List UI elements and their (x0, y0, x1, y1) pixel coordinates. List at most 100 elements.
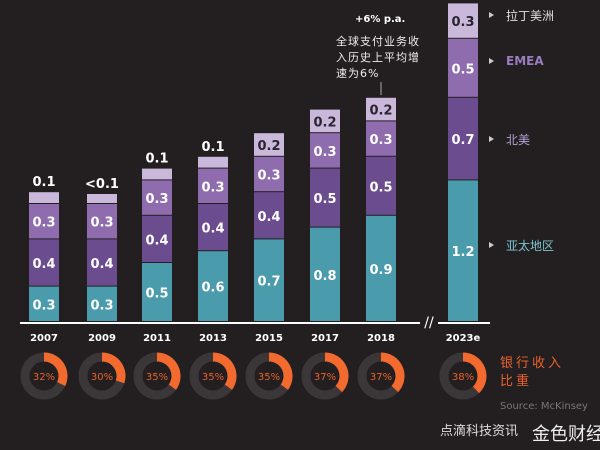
bar-value-label: 0.3 (32, 216, 55, 231)
bar-value-label: 0.4 (201, 222, 224, 237)
donut-value-label: 35% (202, 372, 224, 383)
bar-segment (142, 180, 172, 215)
donut-fill (462, 352, 487, 394)
bar-value-label: 0.1 (32, 175, 55, 190)
bar-segment (29, 286, 59, 321)
bar-segment (254, 133, 284, 156)
x-tick-label: 2018 (367, 333, 395, 344)
bar-value-label: 0.5 (451, 62, 474, 77)
bar-value-label: 0.6 (201, 281, 224, 296)
bar-value-label: 0.2 (369, 104, 392, 119)
legend-arrow-icon (489, 58, 494, 64)
bar-value-label: 0.7 (257, 275, 280, 290)
bank-share-label-line1: 银行收入 (500, 356, 565, 371)
bar-value-label: <0.1 (85, 177, 119, 192)
watermark-wechat: 点滴科技资讯 (440, 424, 519, 439)
bar-value-label: 0.2 (313, 115, 336, 130)
bar-value-label: 0.9 (369, 263, 392, 278)
bar-value-label: 0.4 (257, 210, 280, 225)
bar-segment (198, 156, 228, 168)
donut-fill (212, 352, 237, 390)
bar-segment (366, 156, 396, 215)
x-tick-label: 2013 (199, 333, 227, 344)
bar-value-label: 0.5 (145, 287, 168, 302)
bar-value-label: 0.3 (201, 180, 224, 195)
bar-value-label: 1.2 (451, 245, 474, 260)
donut-value-label: 37% (314, 372, 336, 383)
bar-value-label: 0.8 (313, 269, 336, 284)
donut-value-label: 37% (370, 372, 392, 383)
x-tick-label: 2017 (311, 333, 339, 344)
bar-segment (142, 168, 172, 180)
donut-fill (324, 352, 349, 393)
bar-segment (310, 133, 340, 168)
legend-arrow-icon (489, 136, 494, 142)
bar-segment (448, 180, 478, 321)
bar-value-label: 0.4 (145, 233, 168, 248)
bar-segment (310, 227, 340, 321)
bar-segment (29, 204, 59, 239)
donut-value-label: 35% (258, 372, 280, 383)
legend-apac: 亚太地区 (506, 239, 555, 253)
bar-segment (366, 215, 396, 321)
bar-value-label: 0.7 (451, 133, 474, 148)
bar-segment (310, 168, 340, 227)
bar-value-label: 0.3 (145, 192, 168, 207)
donut-fill (380, 352, 405, 393)
bar-value-label: 0.2 (257, 139, 280, 154)
source-note: Source: McKinsey (500, 401, 588, 412)
bar-value-label: 0.3 (90, 216, 113, 231)
bank-share-label-line2: 比重 (500, 374, 533, 389)
x-tick-label: 2007 (30, 333, 58, 344)
donut-value-label: 35% (146, 372, 168, 383)
legend-arrow-icon (489, 12, 494, 18)
bar-segment (198, 168, 228, 203)
legend-arrow-icon (489, 242, 494, 248)
bar-value-label: 0.4 (90, 257, 113, 272)
donut-fill (268, 352, 293, 390)
legend-latam: 拉丁美洲 (506, 9, 555, 23)
donut-value-label: 30% (91, 372, 113, 383)
donut-fill (101, 352, 126, 384)
bar-value-label: 0.3 (90, 298, 113, 313)
bar-value-label: 0.3 (32, 298, 55, 313)
bar-segment (448, 38, 478, 97)
bank-share-label: 银行收入 比重 (500, 355, 596, 391)
bar-segment (198, 204, 228, 251)
donut-value-label: 32% (33, 372, 55, 383)
bar-value-label: 0.3 (257, 169, 280, 184)
bar-segment (87, 194, 117, 203)
donut-fill (43, 352, 68, 387)
x-tick-label: 2023e (446, 333, 481, 344)
bar-segment (29, 192, 59, 203)
bar-segment (366, 121, 396, 156)
bar-segment (448, 97, 478, 180)
bar-value-label: 0.3 (313, 145, 336, 160)
bar-segment (142, 263, 172, 321)
bar-value-label: 0.4 (32, 257, 55, 272)
bar-segment (310, 109, 340, 133)
bar-segment (254, 239, 284, 321)
bar-segment (87, 204, 117, 239)
bar-segment (142, 215, 172, 262)
bar-value-label: 0.1 (201, 140, 224, 155)
watermark-jinse: 金色财经 (532, 424, 600, 445)
bar-segment (29, 239, 59, 286)
bar-segment (198, 251, 228, 321)
annotation-title: +6% p.a. (355, 14, 406, 25)
x-tick-label: 2009 (88, 333, 116, 344)
bar-value-label: 0.3 (451, 15, 474, 30)
bar-segment (254, 156, 284, 192)
bar-value-label: 0.5 (313, 192, 336, 207)
bar-segment (87, 286, 117, 321)
legend-emea: EMEA (506, 54, 544, 68)
bar-value-label: 0.1 (145, 152, 168, 167)
bar-segment (366, 97, 396, 121)
legend-north-america: 北美 (506, 133, 531, 147)
donut-value-label: 38% (452, 372, 474, 383)
bar-value-label: 0.3 (369, 133, 392, 148)
bar-segment (87, 239, 117, 286)
annotation-text: 全球支付业务收入历史上平均增速为6% (336, 35, 420, 80)
bar-value-label: 0.5 (369, 180, 392, 195)
